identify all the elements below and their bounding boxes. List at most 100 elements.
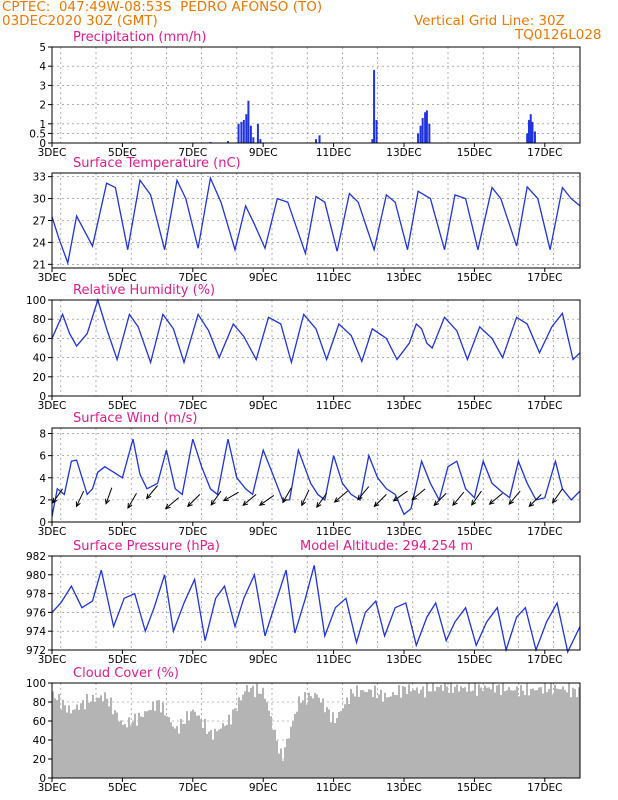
cloud-cover-bar bbox=[248, 691, 250, 778]
cloud-cover-bar bbox=[132, 721, 134, 778]
cloud-cover-bar bbox=[300, 702, 302, 778]
cloud-cover-bar bbox=[124, 724, 126, 778]
precip-bar bbox=[417, 133, 420, 143]
cloud-cover-bar bbox=[152, 701, 154, 778]
cloud-cover-bar bbox=[384, 692, 386, 778]
x-tick-label: 9DEC bbox=[249, 782, 278, 794]
cloud-cover-bar bbox=[428, 691, 430, 778]
cloud-cover-bar bbox=[442, 690, 444, 778]
precip-bar bbox=[375, 119, 378, 143]
wind-arrow-head bbox=[373, 501, 380, 508]
cloud-cover-bar bbox=[76, 704, 78, 778]
x-tick-label: 17DEC bbox=[527, 526, 562, 538]
cloud-cover-bar bbox=[58, 694, 60, 778]
cloud-cover-bar bbox=[202, 727, 204, 778]
cloud-cover-bar bbox=[460, 686, 462, 778]
y-tick-label: 3 bbox=[39, 80, 46, 92]
wind-arrow bbox=[374, 493, 387, 507]
cloud-cover-bar bbox=[322, 698, 324, 778]
cloud-cover-bar bbox=[498, 684, 500, 778]
cloud-cover-bar bbox=[578, 687, 580, 778]
cloud-cover-bar bbox=[432, 683, 434, 778]
wind-arrow-head bbox=[452, 500, 458, 507]
cloud-cover-bar bbox=[552, 694, 554, 778]
cloud-cover-bar bbox=[518, 696, 520, 778]
cloud-cover-bar bbox=[378, 694, 380, 778]
x-tick-label: 13DEC bbox=[386, 526, 421, 538]
series-line bbox=[51, 175, 581, 266]
x-tick-label: 15DEC bbox=[457, 272, 492, 284]
cloud-cover-bar bbox=[556, 688, 558, 778]
cloud-cover-bar bbox=[84, 709, 86, 778]
cloud-cover-bar bbox=[424, 697, 426, 778]
cloud-cover-bar bbox=[110, 697, 112, 778]
y-tick-label: 30 bbox=[33, 194, 46, 206]
wind-arrow-head bbox=[471, 499, 477, 506]
cloud-cover-bar bbox=[186, 711, 188, 778]
cloud-cover-bar bbox=[262, 687, 264, 778]
cloud-cover-bar bbox=[206, 733, 208, 778]
cloud-cover-bar bbox=[374, 685, 376, 778]
wind-arrow-head bbox=[316, 502, 322, 509]
y-tick-label: 40 bbox=[33, 353, 46, 365]
cloud-cover-bar bbox=[196, 715, 198, 778]
cloud-cover-bar bbox=[166, 716, 168, 778]
x-tick-label: 17DEC bbox=[527, 147, 562, 159]
cloud-cover-bar bbox=[82, 700, 84, 778]
cloud-cover-bar bbox=[246, 685, 248, 778]
cloud-cover-bar bbox=[64, 705, 66, 778]
wind-arrow-head bbox=[282, 497, 288, 504]
cloud-cover-bar bbox=[214, 728, 216, 778]
cloud-cover-bar bbox=[470, 691, 472, 778]
cloud-cover-bar bbox=[260, 693, 262, 778]
cloud-cover-bar bbox=[426, 683, 428, 778]
x-tick-label: 15DEC bbox=[457, 400, 492, 412]
cloud-cover-bar bbox=[568, 683, 570, 778]
cloud-cover-bar bbox=[540, 687, 542, 778]
cloud-cover-bar bbox=[70, 713, 72, 778]
panel-title: Surface Wind (m/s) bbox=[73, 411, 197, 426]
cloud-cover-bar bbox=[302, 700, 304, 778]
cloud-cover-bar bbox=[276, 740, 278, 778]
cloud-cover-bar bbox=[306, 704, 308, 778]
y-tick-label: 4 bbox=[39, 61, 46, 73]
cloud-cover-bar bbox=[334, 723, 336, 778]
wind-arrow bbox=[242, 493, 257, 506]
model-altitude-label: Model Altitude: 294.254 m bbox=[300, 539, 473, 554]
cloud-cover-bar bbox=[290, 726, 292, 778]
cloud-cover-bar bbox=[436, 686, 438, 778]
cloud-cover-bar bbox=[410, 691, 412, 778]
cloud-cover-bar bbox=[396, 695, 398, 778]
cloud-cover-bar bbox=[466, 691, 468, 778]
cloud-cover-bar bbox=[462, 688, 464, 778]
wind-arrow-head bbox=[187, 501, 193, 508]
cloud-cover-bar bbox=[278, 753, 280, 778]
cloud-cover-bar bbox=[510, 690, 512, 778]
cloud-cover-bar bbox=[236, 710, 238, 778]
precip-bar bbox=[249, 125, 252, 143]
precip-bar bbox=[252, 137, 255, 143]
x-tick-label: 5DEC bbox=[108, 654, 137, 666]
wind-arrow bbox=[76, 490, 85, 507]
cloud-cover-bar bbox=[284, 747, 286, 778]
wind-arrow-head bbox=[75, 501, 81, 508]
cloud-cover-bar bbox=[444, 683, 446, 778]
cloud-cover-bar bbox=[434, 691, 436, 778]
cloud-cover-bar bbox=[240, 700, 242, 778]
cloud-cover-bar bbox=[126, 727, 128, 778]
x-tick-label: 17DEC bbox=[527, 400, 562, 412]
cloud-cover-bar bbox=[318, 697, 320, 778]
wind-arrow bbox=[316, 492, 327, 508]
cloud-cover-bar bbox=[66, 712, 68, 778]
cloud-cover-bar bbox=[102, 701, 104, 778]
wind-arrow-head bbox=[242, 500, 249, 507]
cloud-cover-bar bbox=[204, 718, 206, 778]
wind-arrow-head bbox=[411, 494, 418, 501]
cloud-cover-bar bbox=[94, 701, 96, 778]
x-tick-label: 13DEC bbox=[386, 400, 421, 412]
cloud-cover-bar bbox=[230, 724, 232, 778]
precip-bar bbox=[247, 100, 250, 143]
cloud-cover-bar bbox=[244, 691, 246, 778]
x-tick-label: 7DEC bbox=[178, 272, 207, 284]
cloud-cover-bar bbox=[530, 689, 532, 778]
